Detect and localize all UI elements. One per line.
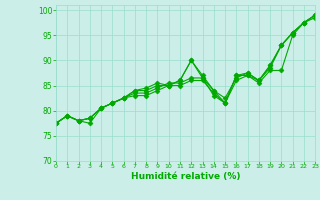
X-axis label: Humidité relative (%): Humidité relative (%) [131,172,240,181]
